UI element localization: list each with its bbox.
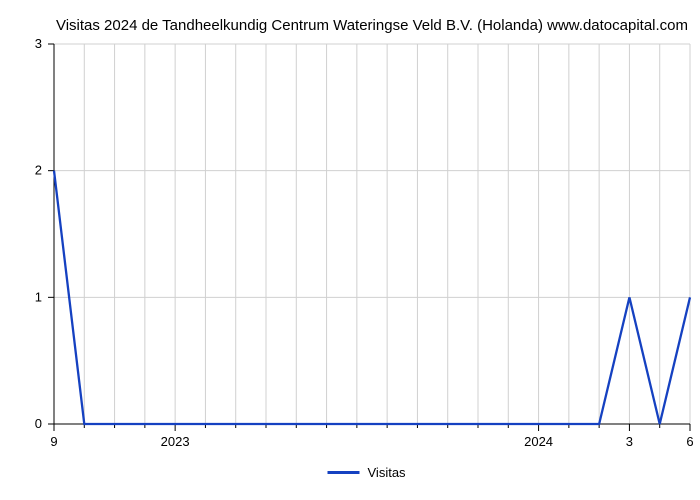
y-tick-label: 2 xyxy=(35,163,42,178)
y-tick-label: 0 xyxy=(35,416,42,431)
chart-title: Visitas 2024 de Tandheelkundig Centrum W… xyxy=(56,17,688,34)
legend-label: Visitas xyxy=(368,465,407,480)
x-tick-label: 6 xyxy=(686,434,693,449)
y-tick-label: 1 xyxy=(35,289,42,304)
line-chart: 9 2023 2024 3 6 0 1 2 3 Visitas 2024 de Tandheelk… xyxy=(0,0,700,500)
x-tick-label: 9 xyxy=(50,434,57,449)
x-tick-label: 2023 xyxy=(161,434,190,449)
y-tick-label: 3 xyxy=(35,36,42,51)
legend-swatch xyxy=(328,471,360,474)
x-tick-label: 2024 xyxy=(524,434,553,449)
x-tick-label: 3 xyxy=(626,434,633,449)
